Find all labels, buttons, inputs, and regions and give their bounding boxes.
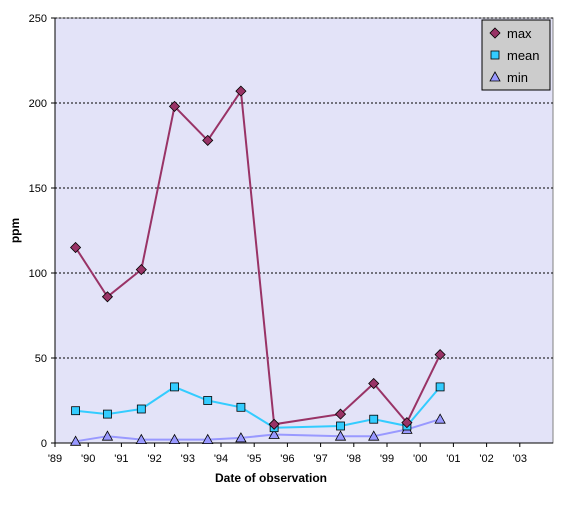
data-point-mean: [170, 382, 179, 392]
data-point-max: [334, 408, 347, 420]
series-layer: [69, 85, 446, 446]
legend-label-mean: mean: [507, 48, 540, 63]
data-point-mean: [336, 421, 345, 431]
data-point-mean: [203, 396, 213, 405]
x-tick-label: '96: [280, 453, 294, 465]
x-tick-label: '97: [313, 453, 327, 465]
x-tick-label: '89: [48, 453, 62, 465]
x-tick-label: '98: [347, 453, 361, 465]
y-tick-label: 50: [35, 353, 47, 365]
x-axis-title: Date of observation: [215, 471, 327, 485]
data-point-mean: [236, 402, 246, 412]
data-point-min: [368, 430, 380, 441]
x-tick-label: '93: [181, 453, 195, 465]
legend-marker-min: [489, 71, 501, 82]
series-min: [69, 413, 446, 446]
y-tick-label: 250: [29, 13, 47, 25]
x-tick-label: '03: [513, 453, 527, 465]
data-point-mean: [71, 406, 80, 416]
legend: max mean min: [481, 19, 551, 91]
data-point-mean: [136, 404, 146, 414]
gridlines: [55, 17, 553, 359]
data-point-min: [101, 430, 114, 441]
data-point-max: [368, 377, 380, 390]
data-point-mean: [369, 414, 379, 424]
legend-label-min: min: [507, 70, 528, 85]
data-point-min: [135, 433, 147, 445]
legend-marker-max: [489, 27, 501, 39]
data-point-min: [268, 428, 280, 439]
x-tick-label: '92: [147, 453, 161, 465]
data-point-max: [401, 417, 413, 429]
x-axis-ticks: '89 '90 '91 '92 '93 '94 '95 '96 '97 '98 '99 '00 '01 '…: [48, 443, 527, 465]
legend-marker-mean: [490, 50, 500, 60]
data-point-max: [202, 134, 214, 146]
data-point-min: [434, 413, 446, 424]
x-tick-label: '01: [446, 453, 460, 465]
data-point-max: [70, 241, 82, 254]
data-point-mean: [435, 382, 445, 392]
data-point-max: [168, 100, 181, 112]
data-point-max: [268, 418, 280, 430]
data-point-max: [101, 291, 114, 303]
y-tick-label: 0: [41, 438, 47, 450]
data-point-max: [434, 349, 446, 361]
y-tick-label: 150: [29, 183, 47, 195]
series-max: [70, 85, 446, 430]
legend-label-max: max: [507, 26, 532, 41]
y-tick-label: 200: [29, 98, 47, 110]
x-tick-label: '95: [247, 453, 261, 465]
data-point-min: [235, 432, 247, 443]
x-tick-label: '00: [413, 453, 427, 465]
x-tick-label: '94: [214, 453, 228, 465]
x-tick-label: '91: [114, 453, 128, 465]
data-point-min: [168, 433, 181, 445]
x-tick-label: '02: [479, 453, 493, 465]
data-point-mean: [103, 409, 112, 419]
data-point-min: [202, 433, 214, 445]
plot-area: [54, 17, 554, 444]
y-tick-label: 100: [29, 268, 47, 280]
data-point-min: [69, 435, 82, 446]
y-axis-title: ppm: [8, 218, 22, 243]
data-point-max: [235, 85, 247, 97]
data-point-min: [334, 430, 347, 441]
data-point-max: [135, 264, 147, 276]
x-tick-label: '99: [380, 453, 394, 465]
y-axis-ticks: 0 50 100 150 200 250: [29, 13, 55, 450]
x-tick-label: '90: [81, 453, 95, 465]
